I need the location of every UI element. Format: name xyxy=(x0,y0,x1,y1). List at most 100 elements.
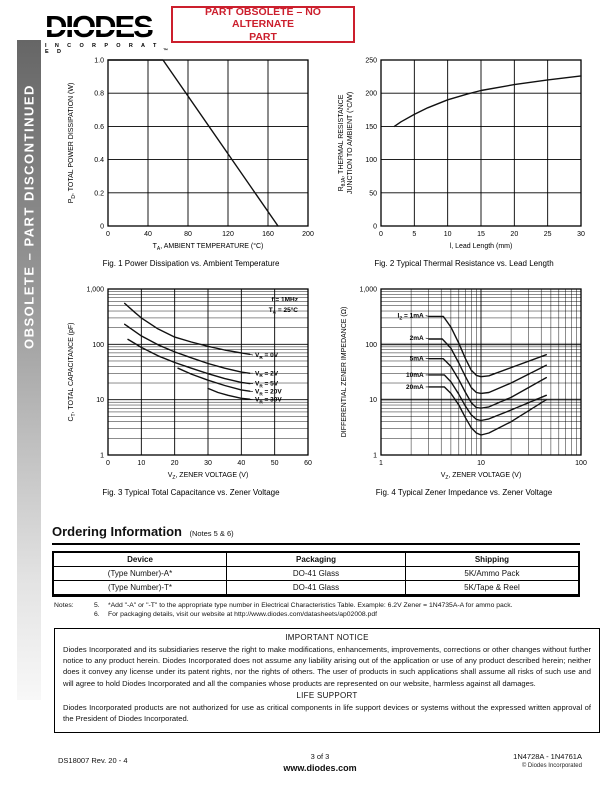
svg-text:0.4: 0.4 xyxy=(94,157,104,164)
figure-4-block: IZ = 1mA 2mA 5mA 10mA 20mA 1 10 100 1 10 100 1,000 V… xyxy=(327,281,600,498)
svg-text:0.2: 0.2 xyxy=(94,190,104,197)
svg-text:30: 30 xyxy=(577,231,585,238)
svg-text:60: 60 xyxy=(304,460,312,467)
note-text-url: For packaging details, visit our website… xyxy=(108,611,378,618)
svg-text:TA, AMBIENT TEMPERATURE (°C): TA, AMBIENT TEMPERATURE (°C) xyxy=(153,242,264,252)
notes-label: Notes: xyxy=(54,602,74,609)
obsolete-sidebar-label: OBSOLETE – PART DISCONTINUED xyxy=(21,84,37,350)
svg-text:VR = 2V: VR = 2V xyxy=(255,370,279,378)
svg-text:IZ = 1mA: IZ = 1mA xyxy=(398,313,424,321)
ordering-table-header-row: Device Packaging Shipping xyxy=(52,551,580,567)
svg-text:5mA: 5mA xyxy=(410,355,424,362)
svg-text:PD, TOTAL POWER DISSIPATION (W: PD, TOTAL POWER DISSIPATION (W) xyxy=(68,83,77,204)
diodes-logo-text: DIODES xyxy=(45,9,154,44)
cell-device: (Type Number)-T* xyxy=(52,580,228,596)
svg-text:1.0: 1.0 xyxy=(94,58,104,65)
ordering-information-section: Ordering Information (Notes 5 & 6) Devic… xyxy=(52,523,580,619)
svg-text:150: 150 xyxy=(365,124,377,131)
svg-text:VR = 20V: VR = 20V xyxy=(255,389,282,397)
notes-list: 5. *Add "-A" or "-T" to the appropriate … xyxy=(94,601,513,619)
diodes-logo-stripe xyxy=(45,27,163,30)
diodes-logo: DIODES ™ I N C O R P O R A T E D xyxy=(45,9,170,55)
ordering-information-heading: Ordering Information (Notes 5 & 6) xyxy=(52,523,580,545)
svg-text:VR = 0V: VR = 0V xyxy=(255,352,279,360)
life-support-body: Diodes Incorporated products are not aut… xyxy=(63,702,591,724)
figures-grid: 0 40 80 120 160 200 0 0.2 0.4 0.6 0.8 1.0 TA, AMBIEN… xyxy=(54,52,606,498)
important-notice-body: Diodes Incorporated and its subsidiaries… xyxy=(63,645,591,688)
svg-text:20mA: 20mA xyxy=(406,384,424,391)
section-title: Ordering Information xyxy=(52,524,182,539)
svg-text:80: 80 xyxy=(184,231,192,238)
column-header-shipping: Shipping xyxy=(404,551,580,567)
figure-2-caption: Fig. 2 Typical Thermal Resistance vs. Le… xyxy=(374,259,554,268)
svg-text:0: 0 xyxy=(100,224,104,231)
svg-text:0: 0 xyxy=(106,231,110,238)
svg-text:1: 1 xyxy=(379,460,383,467)
svg-text:JUNCTION TO AMBIENT (°C/W): JUNCTION TO AMBIENT (°C/W) xyxy=(346,92,354,194)
svg-text:40: 40 xyxy=(237,460,245,467)
figure-3-block: VR = 0V VR = 2V VR = 5V VR = 20V VR = 30V f =… xyxy=(54,281,327,498)
svg-text:40: 40 xyxy=(144,231,152,238)
figure-3-caption: Fig. 3 Typical Total Capacitance vs. Zen… xyxy=(102,488,280,497)
cell-packaging: DO-41 Glass xyxy=(226,566,406,581)
note-number: 5. xyxy=(94,602,100,609)
page-footer: DS18007 Rev. 20 - 4 3 of 3 www.diodes.co… xyxy=(58,752,582,773)
note-text: *Add "-A" or "-T" to the appropriate typ… xyxy=(108,602,513,609)
trademark-symbol: ™ xyxy=(163,48,168,54)
column-header-packaging: Packaging xyxy=(226,551,406,567)
important-notice-title: IMPORTANT NOTICE xyxy=(285,633,369,642)
svg-text:100: 100 xyxy=(92,342,104,349)
obsolete-sidebar-bar: OBSOLETE – PART DISCONTINUED xyxy=(17,40,41,700)
svg-text:DIFFERENTIAL ZENER IMPEDANCE (: DIFFERENTIAL ZENER IMPEDANCE (Ω) xyxy=(341,307,348,438)
svg-text:10: 10 xyxy=(369,397,377,404)
svg-text:0.8: 0.8 xyxy=(94,91,104,98)
figure-2-chart: 0 5 10 15 20 25 30 0 50 100 150 200 250 l, Lead Lengt… xyxy=(337,52,591,258)
figure-1-block: 0 40 80 120 160 200 0 0.2 0.4 0.6 0.8 1.0 TA, AMBIEN… xyxy=(54,52,327,269)
svg-text:VR = 30V: VR = 30V xyxy=(255,397,282,405)
table-row: (Type Number)-T* DO-41 Glass 5K/Tape & R… xyxy=(52,580,580,596)
svg-text:RθJA, THERMAL RESISTANCE: RθJA, THERMAL RESISTANCE xyxy=(338,94,347,191)
svg-text:0: 0 xyxy=(106,460,110,467)
figure-4-caption: Fig. 4 Typical Zener Impedance vs. Zener… xyxy=(375,488,553,497)
cell-device: (Type Number)-A* xyxy=(52,566,228,581)
cell-shipping: 5K/Ammo Pack xyxy=(404,566,580,581)
footer-right: 1N4728A - 1N4761A © Diodes Incorporated xyxy=(409,752,582,773)
diodes-logo-incorporated: I N C O R P O R A T E D xyxy=(45,43,160,55)
svg-text:10: 10 xyxy=(444,231,452,238)
svg-text:15: 15 xyxy=(477,231,485,238)
svg-text:100: 100 xyxy=(365,342,377,349)
table-row: (Type Number)-A* DO-41 Glass 5K/Ammo Pac… xyxy=(52,566,580,581)
svg-text:10: 10 xyxy=(96,397,104,404)
svg-text:0.6: 0.6 xyxy=(94,124,104,131)
document-number: DS18007 Rev. 20 - 4 xyxy=(58,756,128,765)
svg-text:1,000: 1,000 xyxy=(359,287,377,294)
svg-text:10: 10 xyxy=(137,460,145,467)
svg-text:20: 20 xyxy=(171,460,179,467)
svg-text:200: 200 xyxy=(302,231,314,238)
svg-text:5: 5 xyxy=(412,231,416,238)
svg-text:160: 160 xyxy=(262,231,274,238)
svg-text:200: 200 xyxy=(365,91,377,98)
svg-text:100: 100 xyxy=(575,460,587,467)
svg-text:f = 1MHz: f = 1MHz xyxy=(271,297,298,304)
svg-text:50: 50 xyxy=(271,460,279,467)
cell-shipping: 5K/Tape & Reel xyxy=(404,580,580,596)
svg-text:10mA: 10mA xyxy=(406,372,424,379)
svg-text:VZ, ZENER VOLTAGE (V): VZ, ZENER VOLTAGE (V) xyxy=(441,472,522,481)
ordering-notes: Notes: 5. *Add "-A" or "-T" to the appro… xyxy=(52,601,580,619)
part-obsolete-banner: PART OBSOLETE – NO ALTERNATE PART xyxy=(171,6,355,43)
figure-3-chart: VR = 0V VR = 2V VR = 5V VR = 20V VR = 30V f =… xyxy=(64,281,318,487)
svg-text:CT, TOTAL CAPACITANCE (pF): CT, TOTAL CAPACITANCE (pF) xyxy=(68,322,77,421)
figure-1-caption: Fig. 1 Power Dissipation vs. Ambient Tem… xyxy=(102,259,280,268)
svg-text:l, Lead Length (mm): l, Lead Length (mm) xyxy=(450,243,513,250)
banner-line-1: PART OBSOLETE – NO ALTERNATE xyxy=(205,5,321,31)
svg-text:1,000: 1,000 xyxy=(86,287,104,294)
svg-text:10: 10 xyxy=(477,460,485,467)
cell-packaging: DO-41 Glass xyxy=(226,580,406,596)
svg-text:VR = 5V: VR = 5V xyxy=(255,381,279,389)
svg-text:VZ, ZENER VOLTAGE (V): VZ, ZENER VOLTAGE (V) xyxy=(168,472,249,481)
svg-text:120: 120 xyxy=(222,231,234,238)
copyright-text: © Diodes Incorporated xyxy=(521,763,582,769)
website-link[interactable]: www.diodes.com xyxy=(283,763,357,773)
